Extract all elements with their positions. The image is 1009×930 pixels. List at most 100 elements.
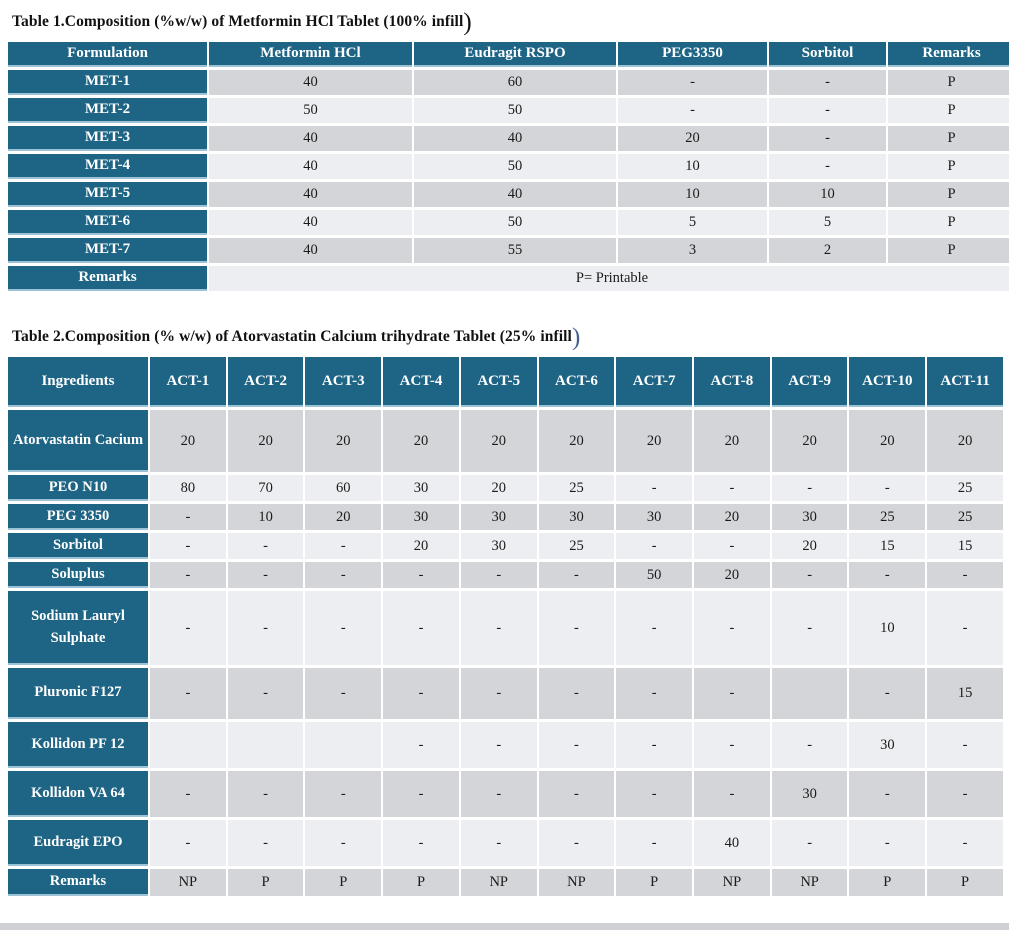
cell: - bbox=[305, 668, 382, 719]
cell: 20 bbox=[927, 410, 1003, 472]
cell: - bbox=[150, 668, 226, 719]
cell: 25 bbox=[538, 533, 615, 559]
cell: - bbox=[150, 591, 226, 665]
cell: 30 bbox=[538, 504, 615, 530]
table-row: MET-3 40 40 20- P bbox=[8, 126, 1009, 151]
cell: - bbox=[849, 820, 926, 866]
cell: P bbox=[383, 869, 459, 896]
row-header: Kollidon PF 12 bbox=[8, 722, 148, 768]
cell: 40 bbox=[414, 126, 616, 151]
column-header: ACT-1 bbox=[150, 357, 226, 407]
cell: - bbox=[616, 771, 693, 817]
cell: 20 bbox=[383, 410, 459, 472]
cell: 20 bbox=[694, 562, 770, 588]
cell: 25 bbox=[927, 504, 1003, 530]
cell: P bbox=[888, 98, 1009, 123]
cell: - bbox=[383, 771, 459, 817]
table1-closing-paren: ) bbox=[463, 9, 472, 36]
column-header: ACT-8 bbox=[694, 357, 770, 407]
cell: P bbox=[227, 869, 304, 896]
cell: - bbox=[694, 533, 770, 559]
atorvastatin-table-header: Ingredients ACT-1 ACT-2 ACT-3 ACT-4 ACT-5 ACT-… bbox=[8, 357, 1003, 407]
table-row: Soluplus - - - - - -50 20- - - bbox=[8, 562, 1003, 588]
cell: 20 bbox=[460, 410, 537, 472]
cell bbox=[227, 722, 304, 768]
metformin-table-body: MET-1 40 60- - P MET-2 50 50- - P MET-3 40 40 20- P MET… bbox=[8, 70, 1009, 291]
cell: - bbox=[927, 591, 1003, 665]
column-header: ACT-5 bbox=[460, 357, 537, 407]
cell: 50 bbox=[414, 154, 616, 179]
table-row: MET-5 40 40 10 10 P bbox=[8, 182, 1009, 207]
cell: 10 bbox=[618, 154, 767, 179]
cell: - bbox=[227, 771, 304, 817]
cell: - bbox=[305, 591, 382, 665]
cell: - bbox=[383, 668, 459, 719]
column-header: ACT-4 bbox=[383, 357, 459, 407]
cell: P bbox=[888, 238, 1009, 263]
table-row: Remarks P= Printable bbox=[8, 266, 1009, 291]
cell: P bbox=[888, 154, 1009, 179]
row-header: Eudragit EPO bbox=[8, 820, 148, 866]
cell: 10 bbox=[849, 591, 926, 665]
cell: - bbox=[771, 591, 848, 665]
cell: 40 bbox=[209, 182, 412, 207]
cell: - bbox=[771, 475, 848, 501]
row-header: MET-2 bbox=[8, 98, 207, 123]
row-header: Remarks bbox=[8, 869, 148, 896]
row-header: MET-5 bbox=[8, 182, 207, 207]
table-row: Sodium Lauryl Sulphate - - - - - - - - -10- bbox=[8, 591, 1003, 665]
cell: 10 bbox=[769, 182, 886, 207]
table-row: PEG 3350-10 20 30 30 30 30 20 30 25 25 bbox=[8, 504, 1003, 530]
cell: - bbox=[305, 820, 382, 866]
cell: - bbox=[150, 771, 226, 817]
cell: - bbox=[769, 126, 886, 151]
cell: 20 bbox=[305, 504, 382, 530]
cell: - bbox=[383, 562, 459, 588]
cell: 5 bbox=[769, 210, 886, 235]
table-row: PEO N10 80 70 60 30 20 25- - - -25 bbox=[8, 475, 1003, 501]
cell: - bbox=[305, 562, 382, 588]
cell: 30 bbox=[383, 504, 459, 530]
cell: - bbox=[618, 70, 767, 95]
row-header: Remarks bbox=[8, 266, 207, 291]
cell: - bbox=[538, 820, 615, 866]
cell: - bbox=[383, 591, 459, 665]
cell: - bbox=[538, 591, 615, 665]
cell: 2 bbox=[769, 238, 886, 263]
cell: - bbox=[538, 722, 615, 768]
cell: - bbox=[616, 591, 693, 665]
cell: 30 bbox=[383, 475, 459, 501]
row-header: Soluplus bbox=[8, 562, 148, 588]
table-row: Sorbitol - - -20 30 25- -20 15 15 bbox=[8, 533, 1003, 559]
row-header: MET-3 bbox=[8, 126, 207, 151]
cell: 20 bbox=[538, 410, 615, 472]
cell: 40 bbox=[209, 126, 412, 151]
table-row: MET-2 50 50- - P bbox=[8, 98, 1009, 123]
cell: - bbox=[227, 562, 304, 588]
column-header: ACT-9 bbox=[771, 357, 848, 407]
cell: - bbox=[769, 70, 886, 95]
cell: 10 bbox=[618, 182, 767, 207]
column-header: Formulation bbox=[8, 42, 207, 67]
cell: 55 bbox=[414, 238, 616, 263]
atorvastatin-composition-table: Ingredients ACT-1 ACT-2 ACT-3 ACT-4 ACT-5 ACT-… bbox=[6, 354, 1005, 899]
cell: P bbox=[888, 70, 1009, 95]
cell: - bbox=[694, 475, 770, 501]
cell: - bbox=[616, 668, 693, 719]
cell: - bbox=[616, 722, 693, 768]
cell: 40 bbox=[209, 238, 412, 263]
row-header: PEO N10 bbox=[8, 475, 148, 501]
cell: 20 bbox=[616, 410, 693, 472]
cell: - bbox=[227, 668, 304, 719]
cell: - bbox=[927, 771, 1003, 817]
cell: 20 bbox=[383, 533, 459, 559]
cell: 30 bbox=[771, 771, 848, 817]
column-header: ACT-6 bbox=[538, 357, 615, 407]
cell: 20 bbox=[227, 410, 304, 472]
cell: 40 bbox=[414, 182, 616, 207]
cell: - bbox=[383, 820, 459, 866]
cell: P bbox=[305, 869, 382, 896]
cell: 50 bbox=[616, 562, 693, 588]
cell: - bbox=[616, 533, 693, 559]
cell: 50 bbox=[414, 210, 616, 235]
